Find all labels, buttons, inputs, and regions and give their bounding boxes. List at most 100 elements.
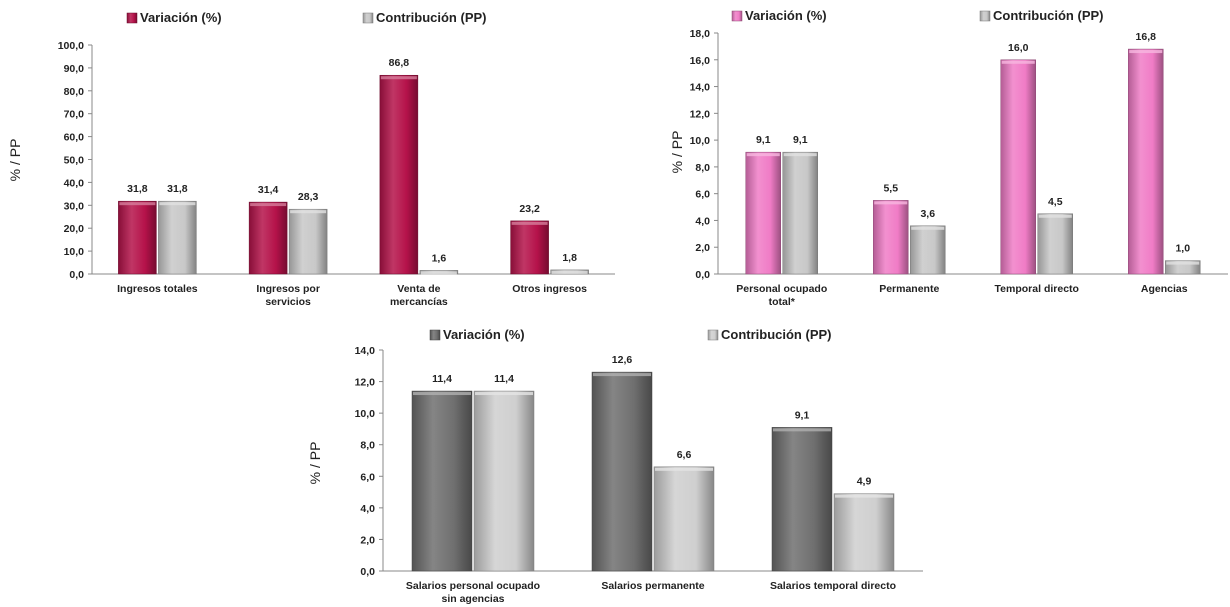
y-tick-label: 0,0 <box>695 269 710 281</box>
category-label: Ingresos totales <box>117 283 198 295</box>
y-tick-label: 4,0 <box>695 215 710 227</box>
bar-variacion <box>873 200 909 275</box>
data-label: 9,1 <box>793 134 808 146</box>
bar-variacion <box>411 390 473 572</box>
y-tick-label: 14,0 <box>355 345 376 357</box>
category-label: Salarios permanente <box>601 580 704 592</box>
legend-label: Contribución (PP) <box>376 10 487 25</box>
data-label: 11,4 <box>432 373 452 385</box>
category-label: Venta de <box>397 283 440 295</box>
bar-variacion <box>248 201 288 275</box>
data-label: 4,9 <box>857 476 872 488</box>
y-tick-label: 8,0 <box>695 162 710 174</box>
y-tick-label: 0,0 <box>360 566 375 578</box>
y-tick-label: 2,0 <box>360 534 375 546</box>
bar-variacion <box>1000 59 1036 275</box>
data-label: 1,6 <box>432 252 447 264</box>
data-label: 3,6 <box>920 208 935 220</box>
y-tick-label: 40,0 <box>64 177 85 189</box>
data-label: 23,2 <box>519 203 540 215</box>
y-tick-label: 6,0 <box>695 189 710 201</box>
category-label: servicios <box>265 296 311 308</box>
y-tick-label: 50,0 <box>64 155 85 167</box>
bar-contribucion <box>158 200 197 275</box>
data-label: 16,0 <box>1008 42 1029 54</box>
data-label: 9,1 <box>795 409 810 421</box>
legend-label: Variación (%) <box>443 327 525 342</box>
y-axis-label: % / PP <box>307 442 323 485</box>
chart-1-svg: 0,0 10,0 20,0 30,0 40,0 50,0 60,0 70,0 80,0 90,0 1… <box>7 10 615 308</box>
data-label: 86,8 <box>389 57 410 69</box>
chart-salarios: 0,0 2,0 4,0 6,0 8,0 10,0 12,0 14,0 % / PP 11,4 11,… <box>300 325 940 607</box>
data-label: 1,0 <box>1175 243 1190 255</box>
y-tick-label: 60,0 <box>64 132 85 144</box>
bar-variacion <box>745 151 781 275</box>
y-axis-label: % / PP <box>7 139 23 182</box>
bar-contribucion <box>782 151 818 275</box>
category-label: Personal ocupado <box>736 283 827 295</box>
category-label: Agencias <box>1141 283 1188 295</box>
legend-swatch <box>731 10 743 22</box>
category-label: Permanente <box>879 283 939 295</box>
data-label: 31,4 <box>258 184 279 196</box>
category-label: sin agencias <box>441 593 504 605</box>
legend-label: Contribución (PP) <box>721 327 832 342</box>
y-tick-label: 0,0 <box>69 269 84 281</box>
y-tick-label: 8,0 <box>360 440 375 452</box>
category-label: Salarios temporal directo <box>770 580 896 592</box>
data-label: 31,8 <box>127 183 148 195</box>
legend-label: Variación (%) <box>745 8 827 23</box>
y-tick-label: 80,0 <box>64 86 85 98</box>
data-label: 16,8 <box>1136 31 1157 43</box>
bar-contribucion <box>1037 213 1073 275</box>
legend-swatch <box>979 10 991 22</box>
y-tick-label: 12,0 <box>690 108 711 120</box>
bar-contribucion <box>833 493 895 572</box>
chart-2-svg: 0,0 2,0 4,0 6,0 8,0 10,0 12,0 14,0 16,0 18,0 % / P… <box>669 8 1228 308</box>
y-tick-label: 4,0 <box>360 503 375 515</box>
data-label: 31,8 <box>167 183 188 195</box>
bar-contribucion <box>653 466 715 572</box>
chart-personal-ocupado: 0,0 2,0 4,0 6,0 8,0 10,0 12,0 14,0 16,0 18,0 % / P… <box>625 0 1230 325</box>
data-label: 4,5 <box>1048 196 1063 208</box>
bar-contribucion <box>910 225 946 275</box>
y-tick-label: 70,0 <box>64 109 85 121</box>
legend-swatch <box>429 329 441 341</box>
legend-swatch <box>362 12 374 24</box>
category-label: Otros ingresos <box>512 283 587 295</box>
y-tick-label: 10,0 <box>355 408 376 420</box>
chart-ingresos: 0,0 10,0 20,0 30,0 40,0 50,0 60,0 70,0 80,0 90,0 1… <box>0 0 620 325</box>
data-label: 1,8 <box>562 252 577 264</box>
y-tick-label: 16,0 <box>690 55 711 67</box>
legend-swatch <box>126 12 138 24</box>
bar-variacion <box>771 427 833 572</box>
category-label: mercancías <box>390 296 448 308</box>
y-tick-label: 10,0 <box>64 246 85 258</box>
legend-label: Contribución (PP) <box>993 8 1104 23</box>
data-label: 5,5 <box>883 182 898 194</box>
y-tick-label: 30,0 <box>64 200 85 212</box>
bar-variacion <box>118 200 157 275</box>
y-tick-label: 6,0 <box>360 471 375 483</box>
y-tick-label: 14,0 <box>690 82 711 94</box>
data-label: 28,3 <box>298 191 319 203</box>
data-label: 12,6 <box>612 354 633 366</box>
y-tick-label: 12,0 <box>355 377 376 389</box>
bar-variacion <box>591 371 653 572</box>
category-label: Temporal directo <box>995 283 1079 295</box>
y-tick-label: 18,0 <box>690 28 711 40</box>
category-label: Ingresos por <box>256 283 320 295</box>
bar-contribucion <box>288 208 328 275</box>
y-axis-label: % / PP <box>669 131 685 174</box>
y-tick-label: 90,0 <box>64 63 85 75</box>
legend-label: Variación (%) <box>140 10 222 25</box>
bar-contribucion <box>473 390 535 572</box>
chart-3-svg: 0,0 2,0 4,0 6,0 8,0 10,0 12,0 14,0 % / PP 11,4 11,… <box>307 327 923 605</box>
category-label: total* <box>769 296 796 308</box>
category-label: Salarios personal ocupado <box>406 580 540 592</box>
bar-variacion <box>1128 48 1164 275</box>
bar-variacion <box>510 220 549 275</box>
y-tick-label: 20,0 <box>64 223 85 235</box>
data-label: 11,4 <box>494 373 514 385</box>
y-tick-label: 100,0 <box>58 40 84 52</box>
